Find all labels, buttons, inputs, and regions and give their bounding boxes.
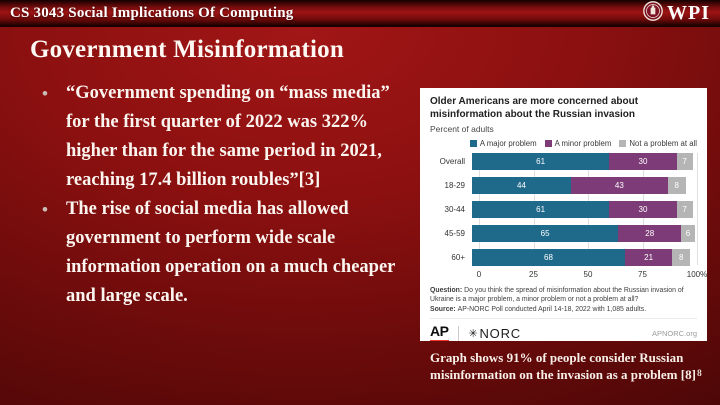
chart-footer: AP ✳ NORC APNORC.org xyxy=(430,318,697,341)
bar-row: Overall 61 30 7 xyxy=(430,153,697,170)
legend-swatch-icon xyxy=(544,140,552,147)
category-label: 45-59 xyxy=(444,229,465,238)
bar-segment: 68 xyxy=(472,249,625,266)
legend-item: A major problem xyxy=(469,139,537,148)
page-title: Government Misinformation xyxy=(30,36,344,63)
bar-segment: 43 xyxy=(571,177,668,194)
question-text: Do you think the spread of misinformatio… xyxy=(430,287,684,304)
bullet-text: The rise of social media has allowed gov… xyxy=(66,199,396,306)
wpi-logo: WPI xyxy=(643,0,710,26)
bar-row: 30-44 61 30 7 xyxy=(430,201,697,218)
category-label: Overall xyxy=(439,157,465,166)
norc-logo: ✳ NORC xyxy=(468,326,521,341)
source-text: AP-NORC Poll conducted April 14-18, 2022… xyxy=(457,306,647,314)
bar-segment: 28 xyxy=(618,225,682,242)
bar-segment: 8 xyxy=(672,249,691,266)
legend-item: Not a problem at all xyxy=(619,139,697,148)
chart-source: Source: AP-NORC Poll conducted April 14-1… xyxy=(430,305,697,314)
footer-divider xyxy=(458,326,460,341)
gridline xyxy=(697,153,698,265)
legend-swatch-icon xyxy=(469,140,477,147)
bullet-list: “Government spending on “mass media” for… xyxy=(34,79,406,311)
norc-star-icon: ✳ xyxy=(468,328,479,341)
ap-logo: AP xyxy=(430,324,450,341)
bar-segment: 7 xyxy=(676,201,693,218)
bar-track: 65 28 6 xyxy=(472,225,697,242)
question-label: Question: xyxy=(430,287,463,294)
bar-segment: 6 xyxy=(681,225,695,242)
legend-label: A major problem xyxy=(479,139,537,148)
category-label: 60+ xyxy=(451,253,465,262)
apnorc-site-link: APNORC.org xyxy=(651,329,697,339)
bar-segment: 30 xyxy=(609,153,677,170)
legend-label: A minor problem xyxy=(554,139,612,148)
chart-question: Question: Do you think the spread of misi… xyxy=(430,286,697,304)
bar-segment: 44 xyxy=(472,177,571,194)
bar-segment: 61 xyxy=(472,153,610,170)
chart-title: Older Americans are more concerned about… xyxy=(430,96,639,120)
x-tick-label: 25 xyxy=(529,270,538,279)
bar-rows: Overall 61 30 7 18-29 44 43 8 30-44 61 30 7 45-59 65 2… xyxy=(430,153,697,266)
course-title: CS 3043 Social Implications Of Computing xyxy=(10,4,294,21)
chart-card: Older Americans are more concerned about… xyxy=(420,88,707,341)
wpi-seal-icon xyxy=(643,0,663,26)
bar-segment: 7 xyxy=(676,153,693,170)
bar-segment: 8 xyxy=(667,177,686,194)
source-label: Source: xyxy=(430,306,456,314)
norc-logo-text: NORC xyxy=(479,326,521,341)
bar-track: 68 21 8 xyxy=(472,249,697,266)
bullet-item: The rise of social media has allowed gov… xyxy=(34,195,406,311)
bar-segment: 30 xyxy=(609,201,677,218)
bar-segment: 65 xyxy=(472,225,619,242)
slide-header-bar: CS 3043 Social Implications Of Computing… xyxy=(0,0,720,27)
bar-track: 61 30 7 xyxy=(472,153,697,170)
bar-segment: 21 xyxy=(625,249,673,266)
wpi-logo-text: WPI xyxy=(667,1,710,24)
chart-legend: A major problem A minor problem Not a prob… xyxy=(430,139,697,148)
bullet-item: “Government spending on “mass media” for… xyxy=(34,79,406,195)
legend-label: Not a problem at all xyxy=(629,139,697,148)
bar-row: 45-59 65 28 6 xyxy=(430,225,697,242)
bar-row: 60+ 68 21 8 xyxy=(430,249,697,266)
x-tick-label: 75 xyxy=(638,270,647,279)
slide-page-number: 8 xyxy=(697,369,702,379)
x-tick-label: 0 xyxy=(476,270,482,279)
chart-subtitle: Percent of adults xyxy=(430,124,494,134)
bullet-icon xyxy=(42,195,48,224)
bar-segment: 61 xyxy=(472,201,610,218)
bar-row: 18-29 44 43 8 xyxy=(430,177,697,194)
x-tick-label: 100% xyxy=(686,270,707,279)
bullet-icon xyxy=(42,79,48,108)
bullet-text: “Government spending on “mass media” for… xyxy=(66,83,390,190)
chart-caption: Graph shows 91% of people consider Russi… xyxy=(430,350,696,383)
legend-swatch-icon xyxy=(619,140,627,147)
x-axis: 0 25 50 75 100% xyxy=(476,270,707,282)
bar-track: 44 43 8 xyxy=(472,177,697,194)
legend-item: A minor problem xyxy=(544,139,612,148)
category-label: 18-29 xyxy=(444,181,465,190)
x-tick-label: 50 xyxy=(583,270,593,279)
bar-chart: Overall 61 30 7 18-29 44 43 8 30-44 61 30 7 45-59 65 2… xyxy=(430,153,707,282)
category-label: 30-44 xyxy=(444,205,465,214)
bar-track: 61 30 7 xyxy=(472,201,697,218)
